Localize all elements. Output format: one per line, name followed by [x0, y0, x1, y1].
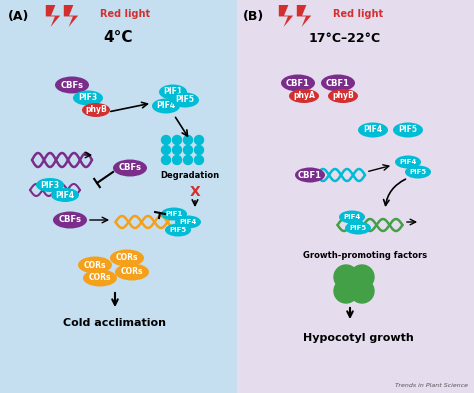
Ellipse shape	[339, 211, 365, 224]
Ellipse shape	[295, 167, 325, 182]
Text: CBFs: CBFs	[118, 163, 142, 173]
Circle shape	[183, 136, 192, 145]
FancyBboxPatch shape	[0, 0, 237, 393]
Text: PIF5: PIF5	[410, 169, 427, 175]
Ellipse shape	[393, 123, 423, 138]
Ellipse shape	[175, 215, 201, 228]
Circle shape	[173, 136, 182, 145]
Text: CBF1: CBF1	[286, 79, 310, 88]
Circle shape	[350, 265, 374, 289]
Text: PIF4: PIF4	[399, 159, 417, 165]
FancyBboxPatch shape	[237, 0, 474, 393]
Text: Red light: Red light	[100, 9, 150, 19]
Polygon shape	[297, 5, 311, 27]
Polygon shape	[64, 5, 78, 27]
Text: CBF1: CBF1	[326, 79, 350, 88]
Circle shape	[350, 279, 374, 303]
Ellipse shape	[289, 89, 319, 103]
Ellipse shape	[152, 99, 180, 114]
Text: Degradation: Degradation	[160, 171, 219, 180]
Ellipse shape	[345, 222, 371, 235]
Circle shape	[183, 145, 192, 154]
Ellipse shape	[36, 178, 64, 192]
Ellipse shape	[159, 84, 187, 99]
Circle shape	[162, 136, 171, 145]
Text: Hypocotyl growth: Hypocotyl growth	[302, 333, 413, 343]
Circle shape	[162, 156, 171, 165]
Ellipse shape	[405, 165, 431, 178]
Text: X: X	[190, 185, 201, 199]
Text: CBFs: CBFs	[58, 215, 82, 224]
Circle shape	[194, 145, 203, 154]
Text: CORs: CORs	[116, 253, 138, 263]
Ellipse shape	[321, 75, 355, 92]
Ellipse shape	[51, 188, 79, 202]
Ellipse shape	[358, 123, 388, 138]
Text: Growth-promoting factors: Growth-promoting factors	[303, 250, 427, 259]
Text: Red light: Red light	[333, 9, 383, 19]
Text: PIF1: PIF1	[165, 211, 182, 217]
Ellipse shape	[113, 160, 147, 176]
Text: PIF4: PIF4	[343, 214, 361, 220]
Text: Trends in Plant Science: Trends in Plant Science	[395, 383, 468, 388]
Ellipse shape	[395, 156, 421, 169]
Text: PIF3: PIF3	[78, 94, 98, 103]
Text: Cold acclimation: Cold acclimation	[64, 318, 166, 328]
Ellipse shape	[115, 263, 149, 281]
Ellipse shape	[78, 257, 112, 274]
Ellipse shape	[328, 89, 358, 103]
Ellipse shape	[55, 77, 89, 94]
Text: PIF5: PIF5	[349, 225, 366, 231]
Text: (A): (A)	[8, 10, 29, 23]
Text: phyB: phyB	[85, 105, 107, 114]
Circle shape	[194, 136, 203, 145]
Ellipse shape	[82, 103, 110, 117]
Text: PIF4: PIF4	[364, 125, 383, 134]
Text: CBF1: CBF1	[298, 171, 322, 180]
Circle shape	[173, 156, 182, 165]
Ellipse shape	[53, 211, 87, 228]
Text: CBFs: CBFs	[61, 81, 83, 90]
Text: CORs: CORs	[84, 261, 106, 270]
Text: PIF4: PIF4	[179, 219, 197, 225]
Circle shape	[334, 265, 358, 289]
Text: CORs: CORs	[121, 268, 143, 277]
Text: 4°C: 4°C	[103, 31, 133, 46]
Ellipse shape	[161, 208, 187, 220]
Text: PIF5: PIF5	[169, 227, 187, 233]
Ellipse shape	[73, 90, 103, 105]
Text: PIF5: PIF5	[399, 125, 418, 134]
Circle shape	[194, 156, 203, 165]
Ellipse shape	[83, 270, 117, 286]
Text: PIF5: PIF5	[175, 95, 194, 105]
Circle shape	[162, 145, 171, 154]
Circle shape	[183, 156, 192, 165]
Circle shape	[173, 145, 182, 154]
Ellipse shape	[110, 250, 144, 266]
Text: phyB: phyB	[332, 92, 354, 101]
Ellipse shape	[165, 224, 191, 237]
Ellipse shape	[281, 75, 315, 92]
Text: PIF4: PIF4	[156, 101, 175, 110]
Text: PIF1: PIF1	[164, 88, 182, 97]
Ellipse shape	[171, 92, 199, 108]
Circle shape	[334, 279, 358, 303]
Text: (B): (B)	[243, 10, 264, 23]
Polygon shape	[46, 5, 60, 27]
Text: 17°C–22°C: 17°C–22°C	[309, 31, 381, 44]
Text: phyA: phyA	[293, 92, 315, 101]
Polygon shape	[279, 5, 293, 27]
Text: PIF4: PIF4	[55, 191, 74, 200]
Text: CORs: CORs	[89, 274, 111, 283]
Text: PIF3: PIF3	[40, 180, 60, 189]
